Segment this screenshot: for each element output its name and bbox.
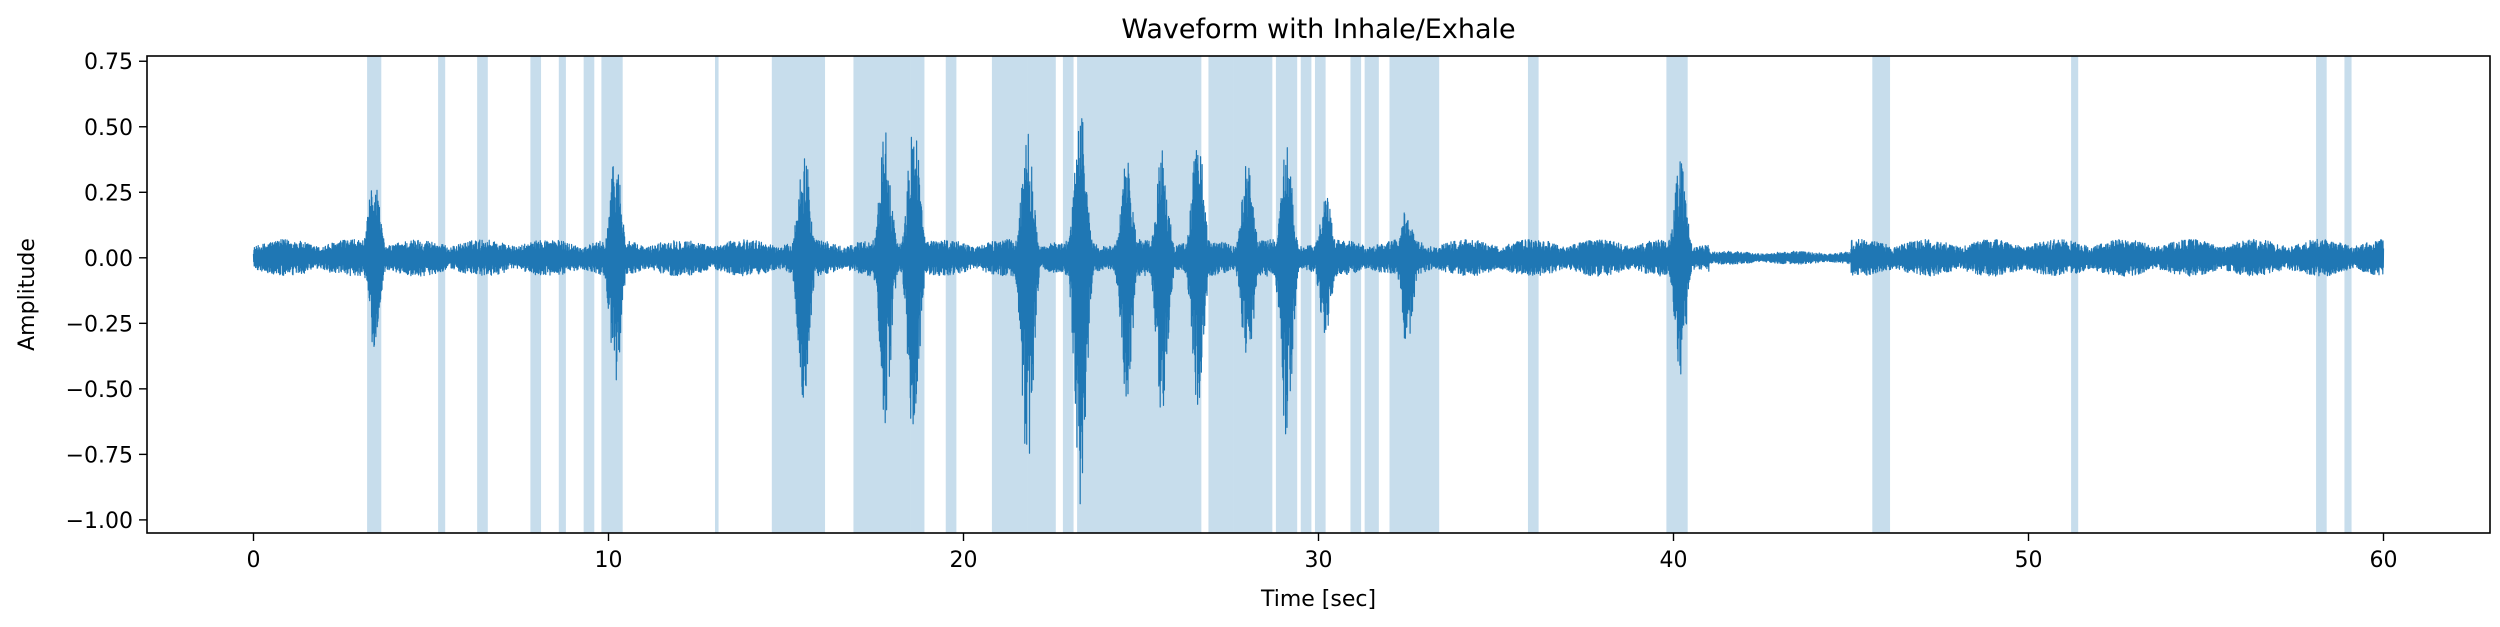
shaded-region	[1350, 56, 1362, 533]
shaded-region	[2316, 56, 2327, 533]
x-tick-label: 60	[2370, 548, 2398, 573]
x-tick-label: 10	[595, 548, 623, 573]
shaded-region	[1208, 56, 1234, 533]
waveform-line	[252, 118, 2385, 505]
shaded-region	[530, 56, 542, 533]
x-tick-label: 40	[1660, 548, 1688, 573]
x-tick-label: 50	[2015, 548, 2043, 573]
shaded-region	[1872, 56, 1891, 533]
shaded-region	[477, 56, 488, 533]
x-tick-label: 30	[1305, 548, 1333, 573]
y-tick-label: 0.50	[84, 116, 133, 141]
x-axis-ticks: 0 10 20 30 40 50 60	[247, 533, 2398, 573]
shaded-region	[715, 56, 719, 533]
y-tick-label: −0.75	[66, 443, 133, 468]
y-tick-label: 0.00	[84, 247, 133, 272]
shaded-region	[2071, 56, 2079, 533]
shaded-region	[2344, 56, 2352, 533]
shaded-region	[945, 56, 957, 533]
shaded-region	[558, 56, 566, 533]
y-axis-label: Amplitude	[15, 238, 40, 351]
shaded-regions	[367, 56, 2352, 533]
shaded-region	[438, 56, 446, 533]
y-tick-label: −1.00	[66, 509, 133, 534]
y-axis-ticks: 0.75 0.50 0.25 0.00 −0.25 −0.50 −0.75 −1.00	[66, 50, 147, 534]
shaded-region	[1364, 56, 1379, 533]
y-tick-label: −0.50	[66, 378, 133, 403]
shaded-region	[1300, 56, 1312, 533]
shaded-region	[1062, 56, 1074, 533]
y-tick-label: 0.75	[84, 50, 133, 75]
x-tick-label: 20	[950, 548, 978, 573]
x-axis-label: Time [sec]	[1260, 587, 1376, 612]
y-tick-label: 0.25	[84, 181, 133, 206]
waveform-series	[252, 118, 2385, 505]
shaded-region	[583, 56, 595, 533]
chart-title: Waveform with Inhale/Exhale	[1121, 14, 1515, 45]
shaded-region	[1527, 56, 1539, 533]
y-tick-label: −0.25	[66, 312, 133, 337]
shaded-region	[1077, 56, 1202, 533]
x-tick-label: 0	[247, 548, 261, 573]
